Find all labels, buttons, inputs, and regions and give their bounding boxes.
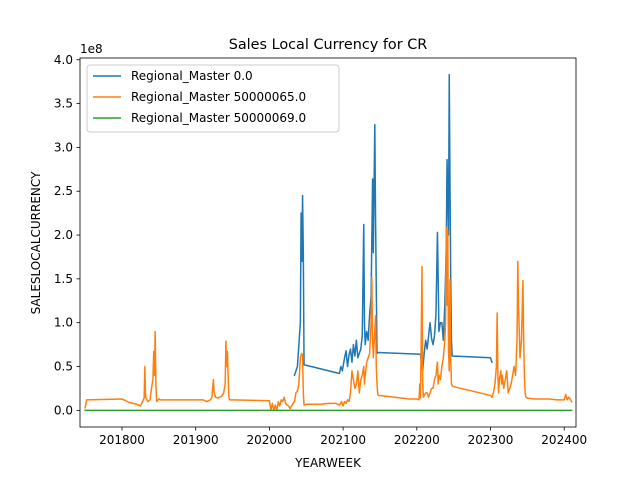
y-axis-offset-label: 1e8 xyxy=(80,42,103,56)
y-tick-label: 3.0 xyxy=(54,140,73,154)
legend-box xyxy=(86,64,340,133)
y-tick-label: 1.5 xyxy=(54,272,73,286)
y-tick-label: 0.0 xyxy=(54,403,73,417)
x-tick-label: 202100 xyxy=(320,433,366,447)
y-axis-label: SALESLOCALCURRENCY xyxy=(29,171,43,314)
y-tick-label: 2.5 xyxy=(54,184,73,198)
series-layer xyxy=(84,73,573,412)
legend: Regional_Master 0.0 Regional_Master 5000… xyxy=(86,64,340,133)
x-tick-label: 202400 xyxy=(541,433,587,447)
y-tick-label: 2.0 xyxy=(54,228,73,242)
x-axis-ticks: 201800 201900 202000 202100 202200 202300 2024… xyxy=(99,427,587,447)
y-tick-label: 1.0 xyxy=(54,316,73,330)
x-axis-label: YEARWEEK xyxy=(294,456,362,470)
plot-frame xyxy=(79,57,577,428)
x-tick-label: 201800 xyxy=(99,433,145,447)
y-tick-label: 0.5 xyxy=(54,360,73,374)
y-axis-ticks: 0.0 0.5 1.0 1.5 2.0 2.5 3.0 3.5 4.0 xyxy=(54,53,80,417)
x-tick-label: 202000 xyxy=(247,433,293,447)
chart-title: Sales Local Currency for CR xyxy=(229,37,428,53)
legend-label-regional-master-50000069: Regional_Master 50000069.0 xyxy=(131,111,306,125)
x-tick-label: 202300 xyxy=(468,433,514,447)
x-tick-label: 201900 xyxy=(173,433,219,447)
legend-label-regional-master-50000065: Regional_Master 50000065.0 xyxy=(131,90,306,104)
series-line-regional-master-0-0 xyxy=(293,73,493,377)
y-tick-label: 3.5 xyxy=(54,97,73,111)
x-tick-label: 202200 xyxy=(394,433,440,447)
legend-label-regional-master-0: Regional_Master 0.0 xyxy=(131,69,253,83)
y-tick-label: 4.0 xyxy=(54,53,73,67)
series-line-regional-master-50000065-0 xyxy=(84,226,573,412)
